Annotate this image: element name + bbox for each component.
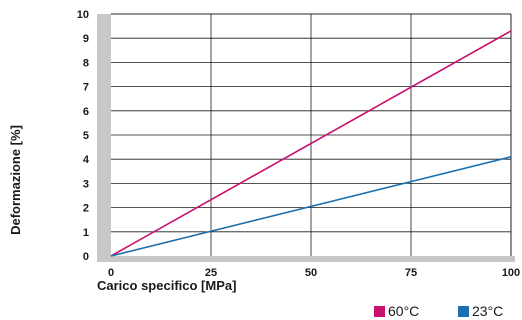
y-tick-label: 8 <box>83 57 89 69</box>
x-axis-band <box>97 256 515 262</box>
series-line <box>110 30 512 257</box>
y-tick-label: 4 <box>83 154 90 166</box>
x-tick-label: 50 <box>305 267 317 279</box>
x-tick-label: 25 <box>205 267 217 279</box>
chart-frame <box>97 14 515 262</box>
y-tick-label: 5 <box>83 130 89 142</box>
legend-swatch <box>374 306 385 317</box>
y-tick-label: 3 <box>83 178 89 190</box>
y-tick-label: 0 <box>83 251 89 263</box>
series <box>110 30 512 257</box>
x-tick-label: 0 <box>108 267 114 279</box>
series-line <box>110 156 512 257</box>
x-axis-title: Carico specifico [MPa] <box>97 278 236 293</box>
y-tick-label: 2 <box>83 203 89 215</box>
x-tick-label: 100 <box>502 267 520 279</box>
y-tick-label: 9 <box>83 33 89 45</box>
y-tick-label: 10 <box>77 9 89 21</box>
y-tick-label: 7 <box>83 82 89 94</box>
x-tick-label: 75 <box>405 267 417 279</box>
y-axis-title: Deformazione [%] <box>8 125 23 235</box>
y-tick-label: 6 <box>83 106 89 118</box>
grid <box>111 13 512 256</box>
legend-label: 23°C <box>472 303 503 319</box>
legend: 60°C 23°C <box>374 303 503 319</box>
legend-label: 60°C <box>388 303 419 319</box>
legend-swatch <box>458 306 469 317</box>
y-axis-band <box>97 14 111 262</box>
y-tick-label: 1 <box>83 227 89 239</box>
